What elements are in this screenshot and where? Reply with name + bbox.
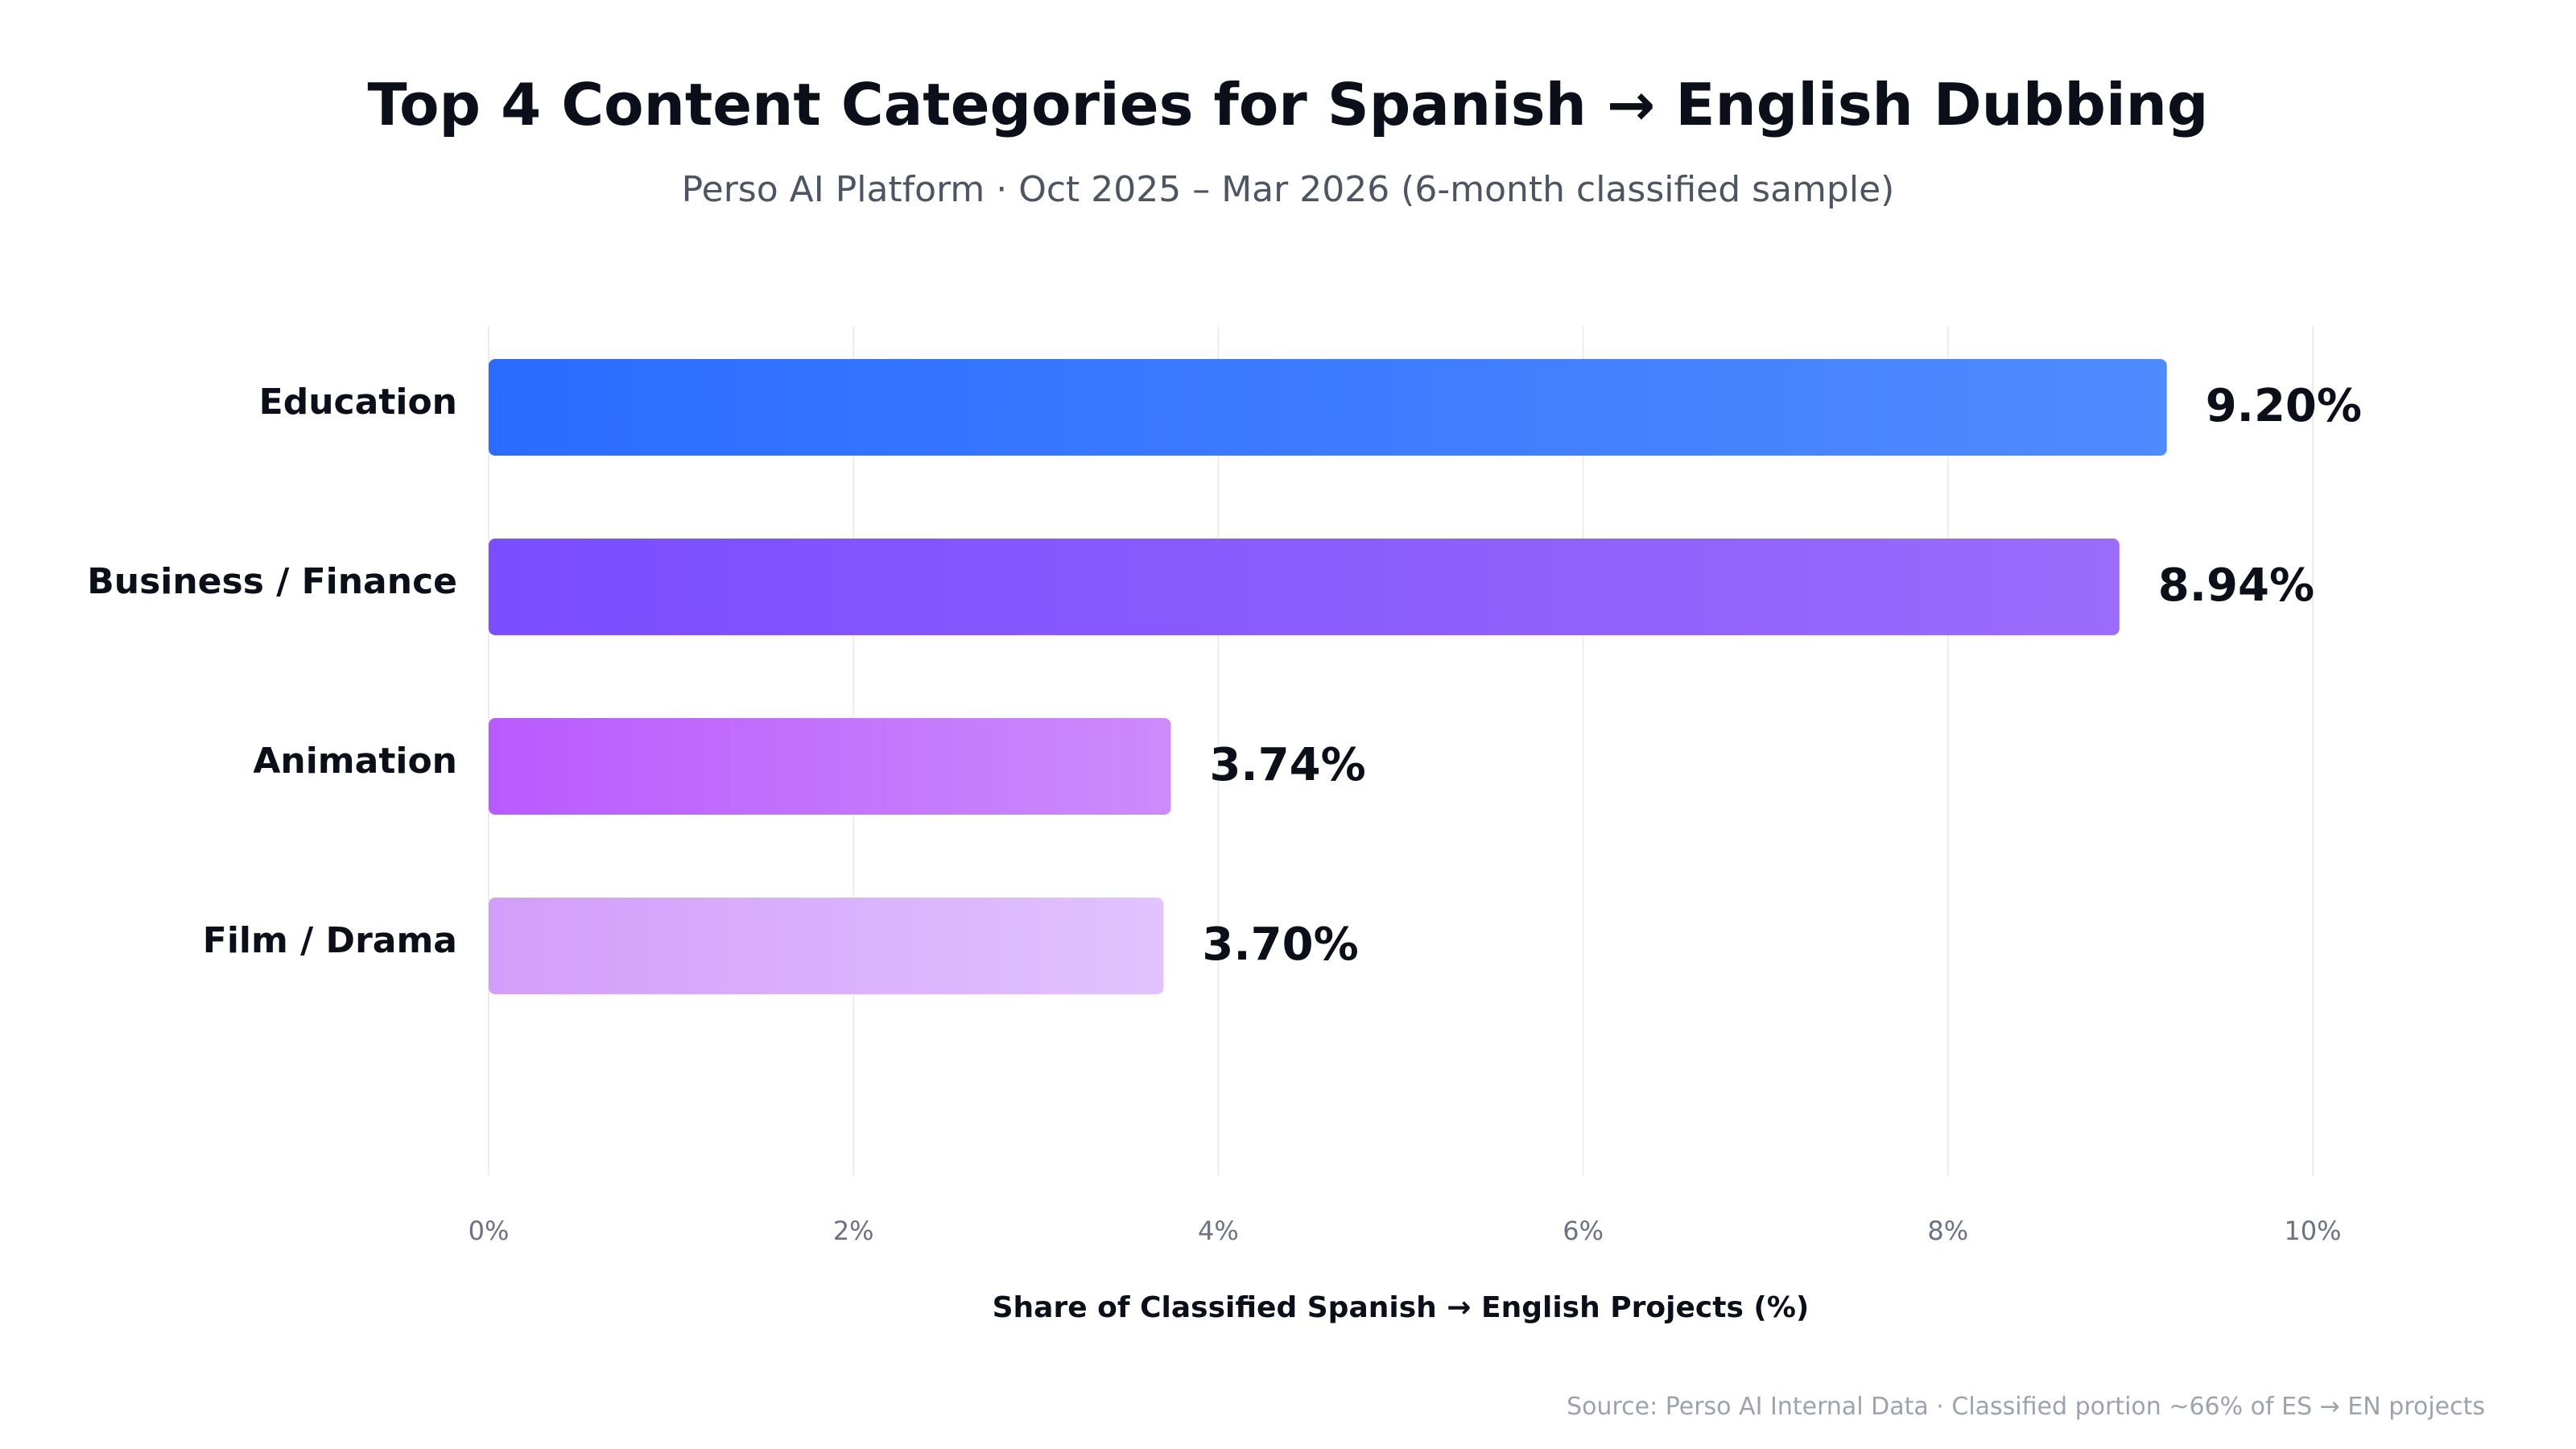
bar [489,359,2167,456]
x-tick-label: 8% [1927,1216,1968,1246]
x-tick-label: 10% [2284,1216,2341,1246]
category-label: Business / Finance [87,561,457,602]
value-label: 3.74% [1209,739,1365,791]
x-tick-label: 6% [1563,1216,1604,1246]
value-label: 3.70% [1202,919,1358,971]
value-labels: 9.20% 8.94% 3.74% 3.70% [1202,380,2362,971]
category-label: Education [259,382,457,423]
category-label: Film / Drama [203,920,457,961]
bar [489,718,1171,815]
bar [489,898,1164,994]
x-tick-label: 2% [833,1216,874,1246]
x-axis-label: Share of Classified Spanish → English Pr… [993,1291,1810,1324]
chart-subtitle: Perso AI Platform · Oct 2025 – Mar 2026 … [681,169,1895,210]
x-axis-ticks: 0% 2% 4% 6% 8% 10% [469,1216,2342,1246]
category-label: Animation [253,741,457,782]
chart-title: Top 4 Content Categories for Spanish → E… [367,71,2209,138]
value-label: 8.94% [2158,559,2314,612]
source-note: Source: Perso AI Internal Data · Classif… [1567,1393,2485,1421]
bars [489,359,2167,994]
bar [489,539,2120,635]
x-tick-label: 4% [1198,1216,1239,1246]
x-tick-label: 0% [469,1216,510,1246]
value-label: 9.20% [2206,380,2362,432]
category-labels: Education Business / Finance Animation Film… [87,382,457,961]
